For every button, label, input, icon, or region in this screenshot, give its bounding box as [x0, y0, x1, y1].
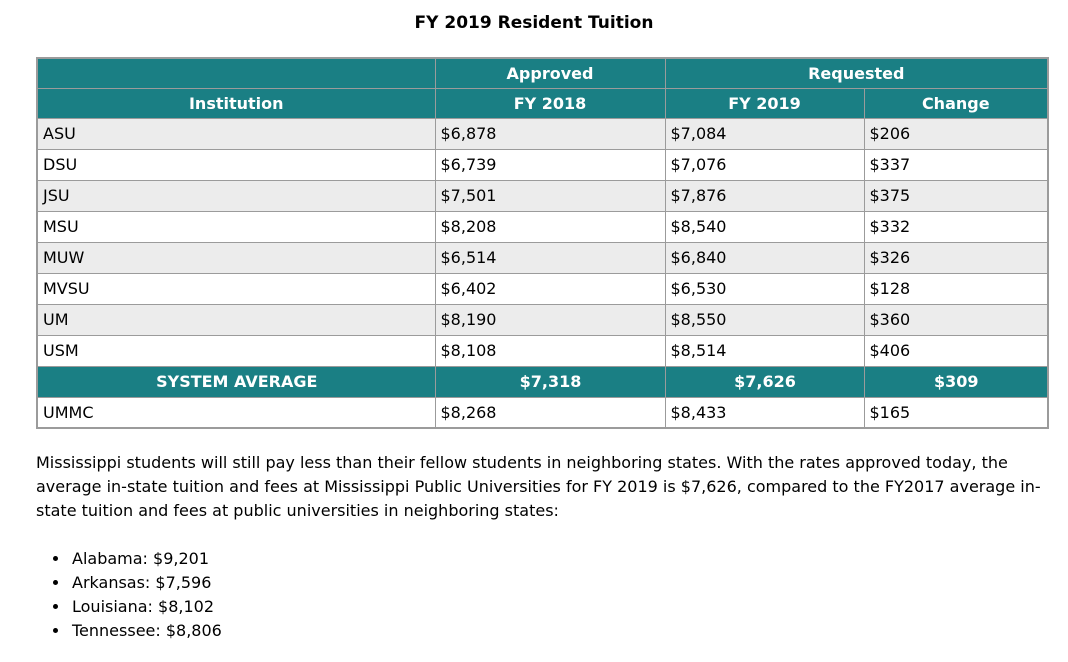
cell-fy2019: $8,514: [664, 334, 865, 367]
cell-fy2019: $7,876: [664, 179, 865, 212]
state-tuition-item: Tennessee: $8,806: [70, 619, 1068, 643]
state-tuition-item: Alabama: $9,201: [70, 547, 1068, 571]
cell-ummc-institution: UMMC: [36, 396, 436, 429]
institution-rows: ASU $6,878 $7,084 $206 DSU $6,739 $7,076 $337 JS…: [36, 117, 1049, 367]
cell-change: $375: [863, 179, 1049, 212]
header-blank-cell: [36, 57, 436, 89]
cell-fy2019: $6,840: [664, 241, 865, 274]
summary-rows: SYSTEM AVERAGE $7,318 $7,626 $309 UMMC $…: [36, 365, 1049, 429]
cell-fy2019: $7,084: [664, 117, 865, 150]
cell-fy2019: $8,550: [664, 303, 865, 336]
header-change: Change: [863, 87, 1049, 119]
table-row: ASU $6,878 $7,084 $206: [36, 117, 1049, 150]
ummc-row: UMMC $8,268 $8,433 $165: [36, 396, 1049, 429]
cell-institution: JSU: [36, 179, 436, 212]
cell-system-average-fy2019: $7,626: [664, 365, 865, 398]
table-row: UM $8,190 $8,550 $360: [36, 303, 1049, 336]
cell-fy2018: $7,501: [434, 179, 666, 212]
header-row-groups: Approved Requested: [36, 57, 1049, 89]
cell-institution: USM: [36, 334, 436, 367]
cell-system-average-label: SYSTEM AVERAGE: [36, 365, 436, 398]
cell-fy2018: $8,108: [434, 334, 666, 367]
header-requested: Requested: [664, 57, 1049, 89]
page-title: FY 2019 Resident Tuition: [414, 13, 654, 33]
cell-change: $206: [863, 117, 1049, 150]
header-approved: Approved: [434, 57, 666, 89]
cell-fy2018: $8,190: [434, 303, 666, 336]
header-fy2019: FY 2019: [664, 87, 865, 119]
cell-fy2019: $8,540: [664, 210, 865, 243]
cell-change: $406: [863, 334, 1049, 367]
cell-fy2018: $8,208: [434, 210, 666, 243]
cell-ummc-fy2019: $8,433: [664, 396, 865, 429]
table-row: MVSU $6,402 $6,530 $128: [36, 272, 1049, 305]
header-row-columns: Institution FY 2018 FY 2019 Change: [36, 87, 1049, 119]
cell-institution: DSU: [36, 148, 436, 181]
cell-fy2018: $6,878: [434, 117, 666, 150]
cell-system-average-change: $309: [863, 365, 1049, 398]
cell-fy2018: $6,514: [434, 241, 666, 274]
cell-system-average-fy2018: $7,318: [434, 365, 666, 398]
cell-change: $360: [863, 303, 1049, 336]
cell-change: $332: [863, 210, 1049, 243]
system-average-row: SYSTEM AVERAGE $7,318 $7,626 $309: [36, 365, 1049, 398]
state-tuition-item: Louisiana: $8,102: [70, 595, 1068, 619]
cell-fy2019: $7,076: [664, 148, 865, 181]
table-row: JSU $7,501 $7,876 $375: [36, 179, 1049, 212]
cell-change: $337: [863, 148, 1049, 181]
cell-institution: ASU: [36, 117, 436, 150]
cell-ummc-fy2018: $8,268: [434, 396, 666, 429]
header-fy2018: FY 2018: [434, 87, 666, 119]
neighboring-states-list: Alabama: $9,201Arkansas: $7,596Louisiana…: [0, 547, 1068, 643]
state-tuition-item: Arkansas: $7,596: [70, 571, 1068, 595]
cell-institution: UM: [36, 303, 436, 336]
cell-fy2019: $6,530: [664, 272, 865, 305]
table-row: DSU $6,739 $7,076 $337: [36, 148, 1049, 181]
summary-paragraph: Mississippi students will still pay less…: [36, 453, 1041, 520]
cell-institution: MUW: [36, 241, 436, 274]
header-institution: Institution: [36, 87, 436, 119]
table-row: USM $8,108 $8,514 $406: [36, 334, 1049, 367]
cell-fy2018: $6,739: [434, 148, 666, 181]
cell-change: $128: [863, 272, 1049, 305]
cell-fy2018: $6,402: [434, 272, 666, 305]
table-row: MSU $8,208 $8,540 $332: [36, 210, 1049, 243]
cell-institution: MVSU: [36, 272, 436, 305]
cell-institution: MSU: [36, 210, 436, 243]
cell-change: $326: [863, 241, 1049, 274]
table-row: MUW $6,514 $6,840 $326: [36, 241, 1049, 274]
tuition-table: Approved Requested Institution FY 2018 F…: [36, 57, 1049, 429]
cell-ummc-change: $165: [863, 396, 1049, 429]
